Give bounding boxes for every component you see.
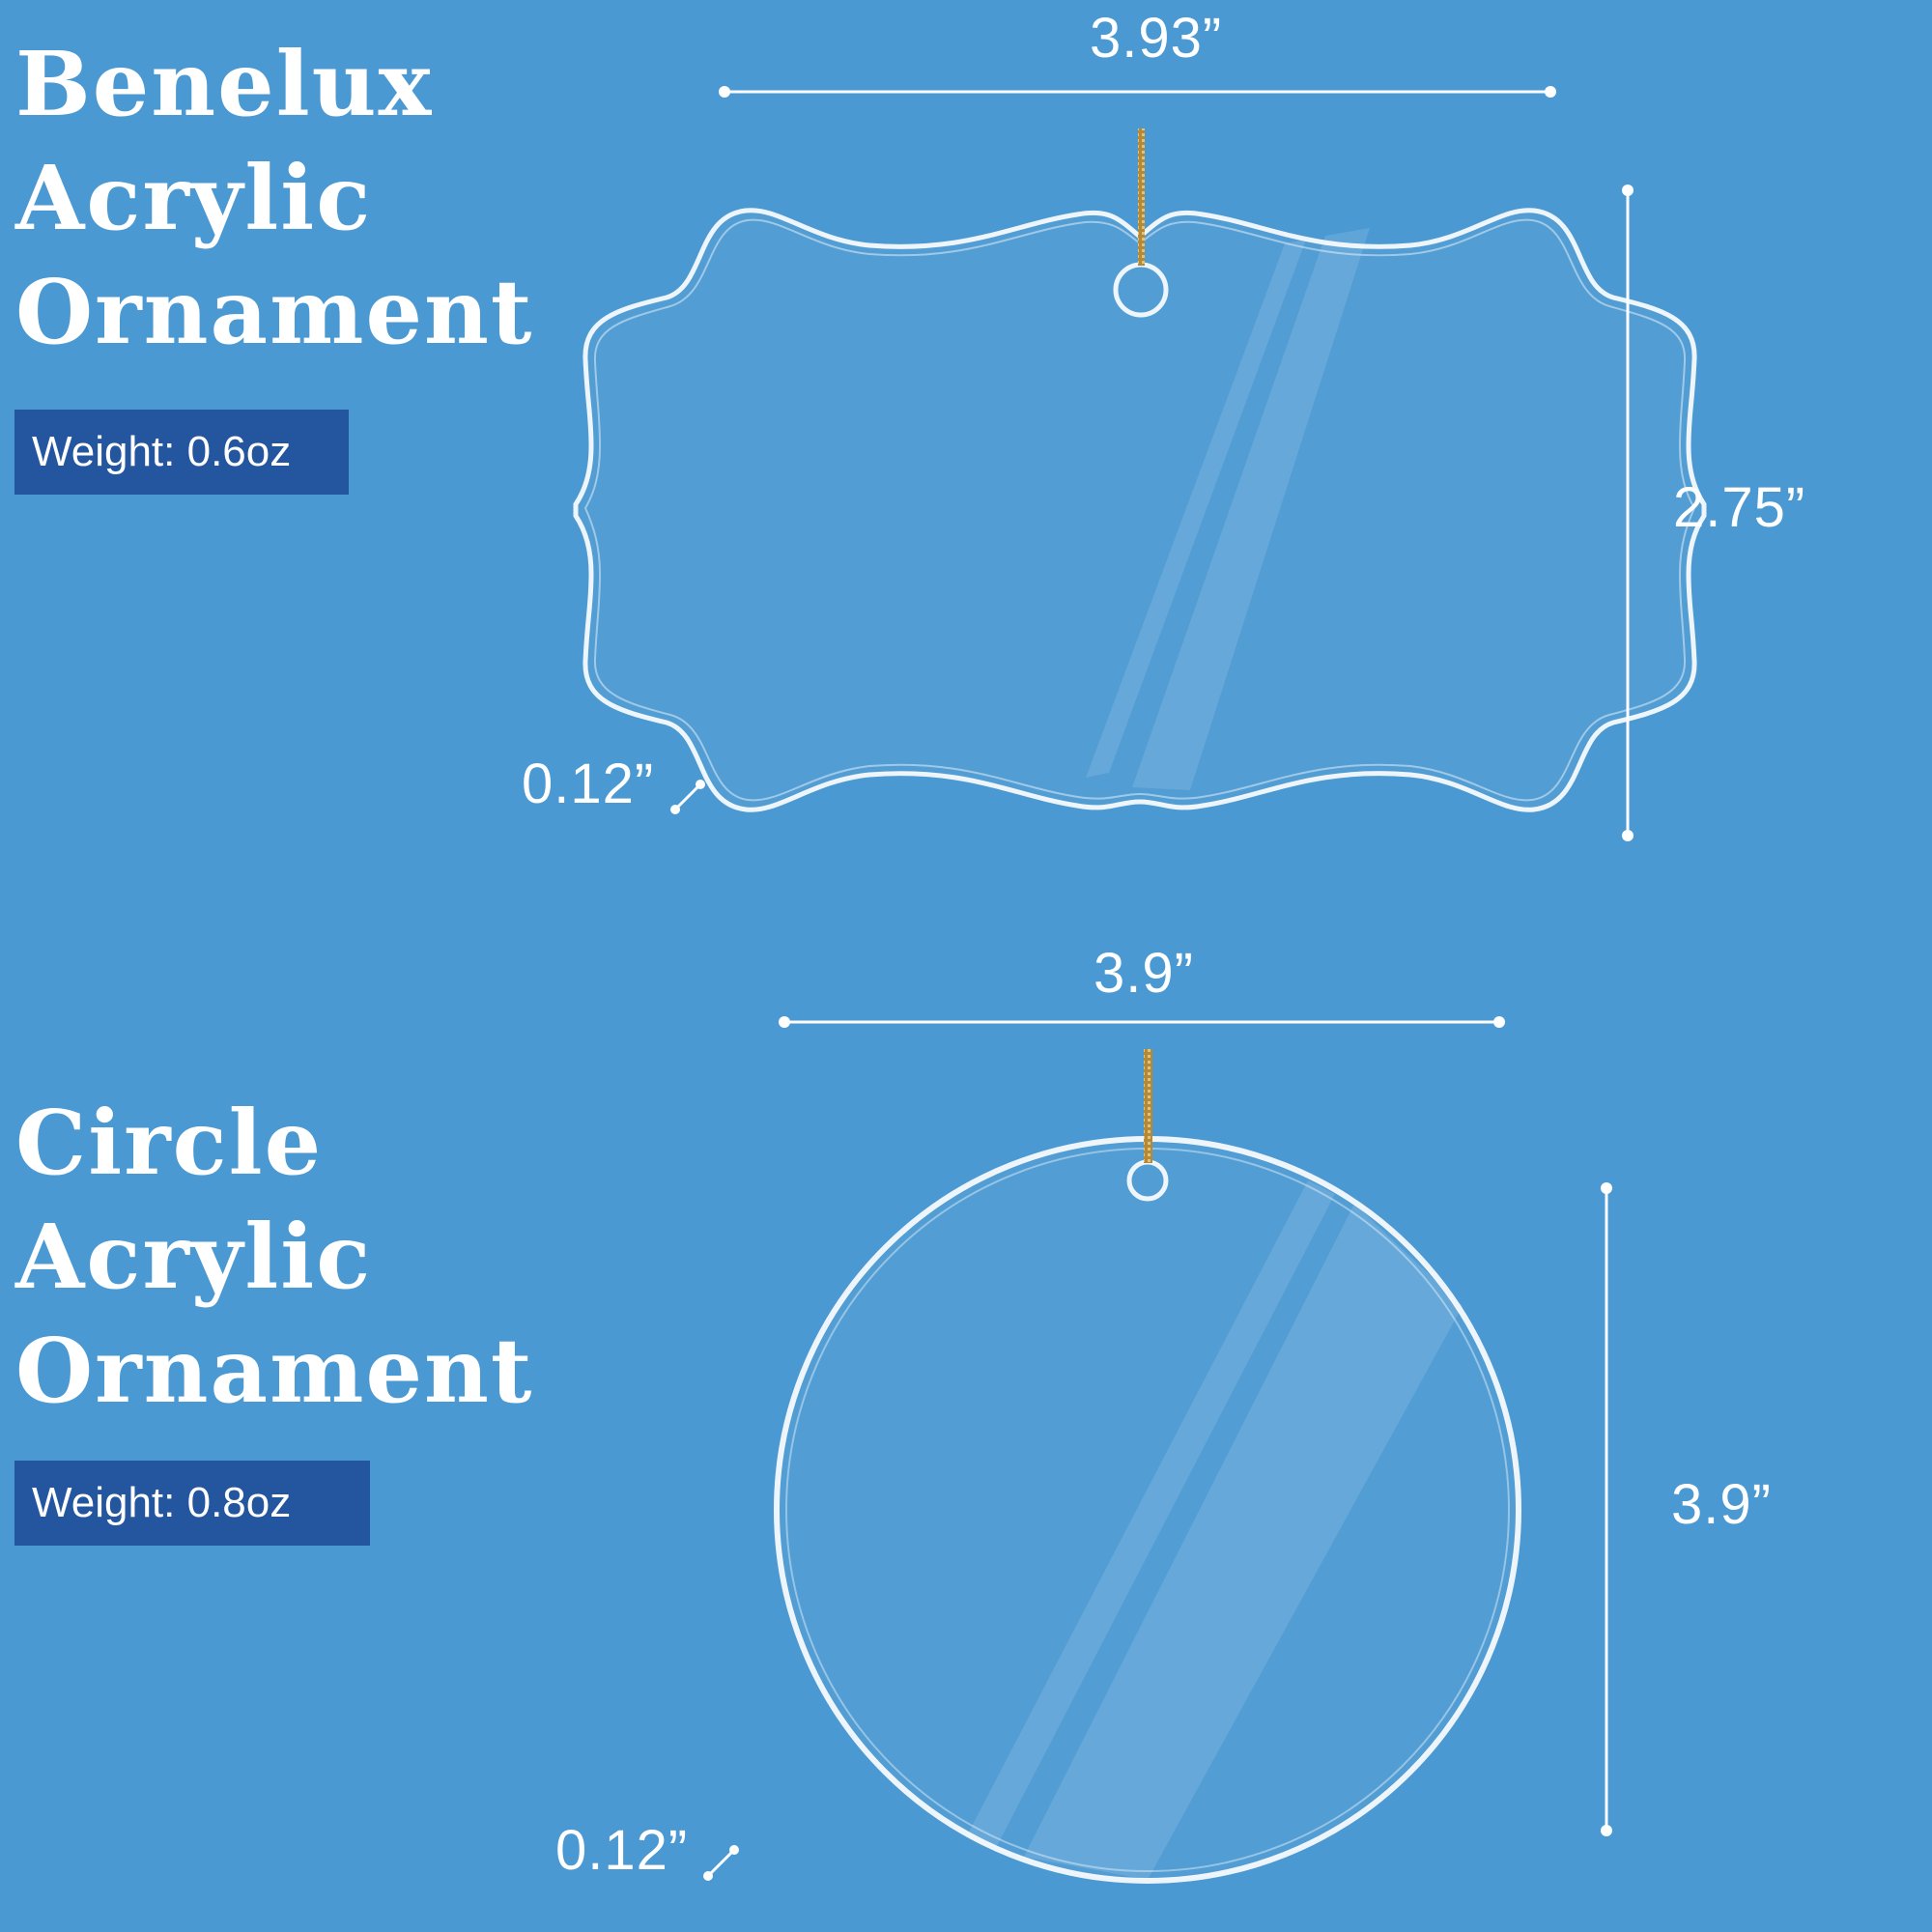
circle-thickness-indicator: [703, 1845, 739, 1881]
benelux-ornament: [573, 128, 1707, 812]
benelux-title-line-1: Benelux: [15, 32, 434, 136]
circle-weight-badge: Weight: 0.8oz: [14, 1461, 370, 1546]
circle-width-dimension-line: [779, 1016, 1505, 1028]
circle-height-dimension-line: [1601, 1182, 1612, 1836]
benelux-width-label: 3.93”: [1090, 7, 1223, 70]
benelux-gold-string: [1138, 128, 1145, 266]
benelux-height-label: 2.75”: [1673, 476, 1806, 539]
circle-thickness-label: 0.12”: [555, 1819, 689, 1882]
benelux-thickness-label: 0.12”: [522, 753, 655, 815]
benelux-height-dimension-line: [1622, 185, 1634, 841]
benelux-title-line-3: Ornament: [15, 260, 534, 364]
benelux-title: Benelux Acrylic Ornament: [15, 27, 533, 369]
benelux-weight-badge: Weight: 0.6oz: [14, 410, 349, 495]
circle-title-line-3: Ornament: [15, 1319, 534, 1423]
circle-title-line-2: Acrylic: [15, 1205, 373, 1309]
benelux-width-dimension-line: [719, 86, 1556, 98]
circle-title: Circle Acrylic Ornament: [15, 1086, 533, 1428]
benelux-title-line-2: Acrylic: [15, 146, 373, 250]
benelux-thickness-indicator: [670, 780, 705, 814]
circle-title-line-1: Circle: [15, 1091, 324, 1195]
circle-gold-string: [1144, 1049, 1152, 1163]
circle-ornament: [774, 1049, 1521, 1884]
circle-width-label: 3.9”: [1094, 942, 1194, 1005]
circle-height-label: 3.9”: [1671, 1473, 1772, 1536]
